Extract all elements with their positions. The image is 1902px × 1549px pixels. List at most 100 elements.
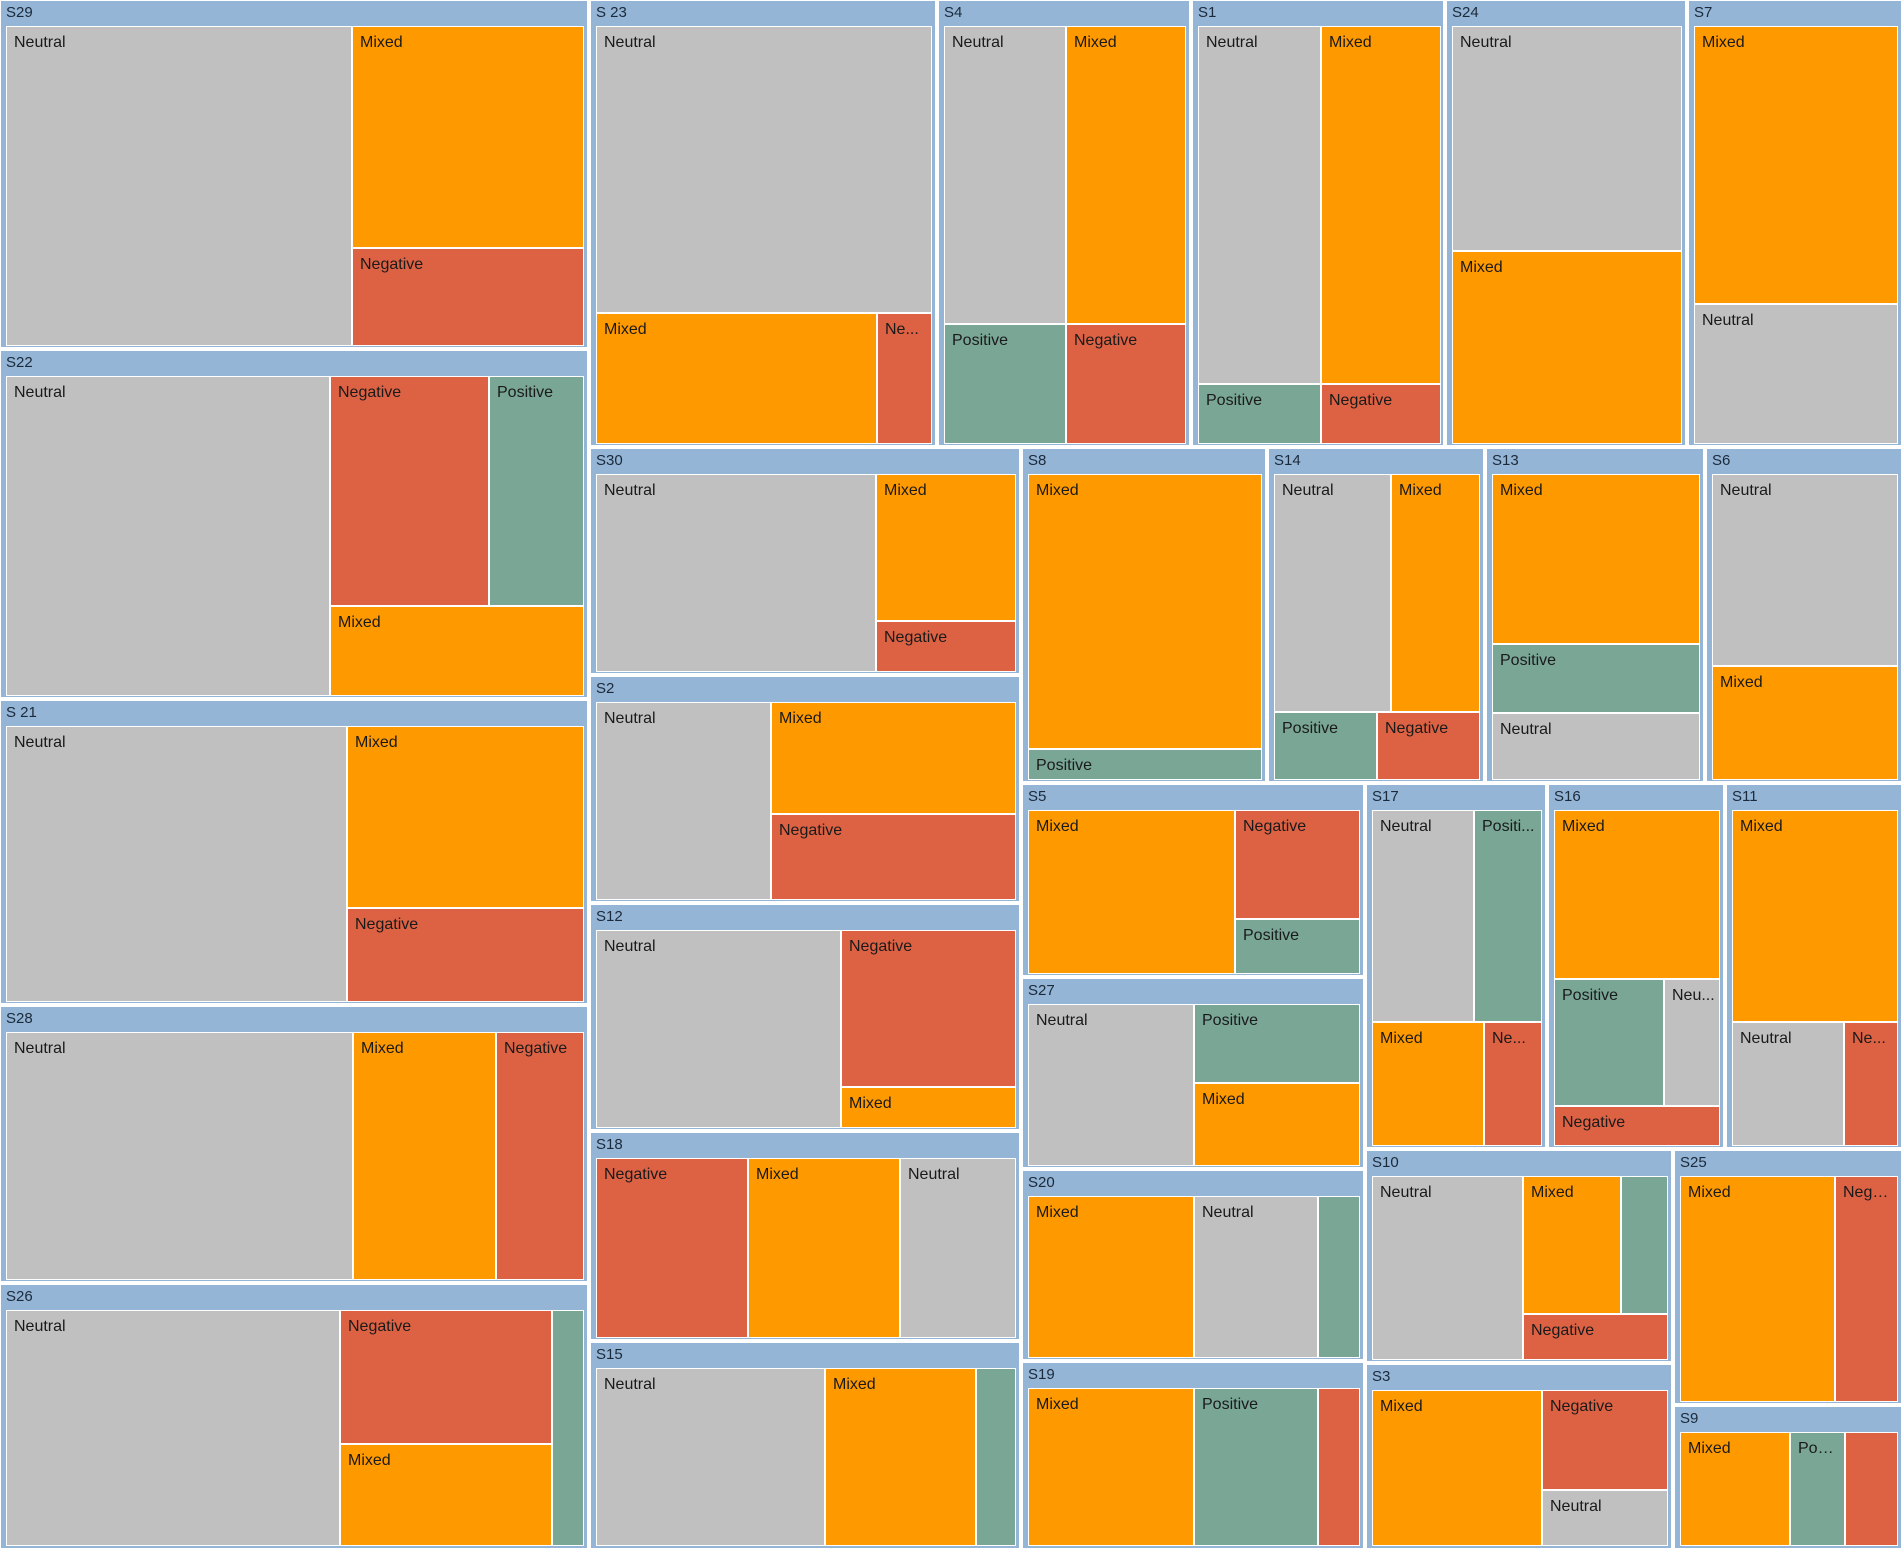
treemap-cell-mixed[interactable]: Mixed (353, 1032, 496, 1280)
treemap-cell-positive[interactable]: Positive (944, 324, 1066, 444)
treemap-cell-mixed[interactable]: Mixed (1732, 810, 1898, 1022)
treemap-cell-neutral[interactable]: Neutral (596, 702, 771, 900)
treemap-cell-negative[interactable]: Negative (347, 908, 584, 1002)
cell-label: Mixed (1074, 34, 1117, 51)
treemap-cell-neutral[interactable]: Neutral (1372, 810, 1474, 1022)
treemap-cell-negative[interactable]: Negative (1523, 1314, 1668, 1360)
treemap-cell-mixed[interactable]: Mixed (1680, 1176, 1835, 1402)
treemap-cell-positive[interactable] (1621, 1176, 1668, 1314)
treemap-cell-neutral[interactable]: Neutral (900, 1158, 1016, 1338)
treemap-cell-negative[interactable]: Negative (340, 1310, 552, 1444)
treemap-cell-negative[interactable]: Nega... (1835, 1176, 1898, 1402)
treemap-cell-mixed[interactable]: Mixed (1194, 1083, 1360, 1166)
treemap-cell-neutral[interactable]: Neutral (6, 376, 330, 696)
treemap-cell-mixed[interactable]: Mixed (1523, 1176, 1621, 1314)
treemap-cell-neutral[interactable]: Neutral (6, 726, 347, 1002)
treemap-cell-neutral[interactable]: Neu... (1664, 979, 1720, 1106)
treemap-cell-neutral[interactable]: Neutral (6, 26, 352, 346)
treemap-cell-mixed[interactable]: Mixed (1694, 26, 1898, 304)
treemap-cell-neutral[interactable]: Neutral (1028, 1004, 1194, 1166)
treemap-cell-mixed[interactable]: Mixed (347, 726, 584, 908)
treemap-cell-negative[interactable]: Ne... (1484, 1022, 1542, 1146)
treemap-cell-positive[interactable]: Positive (489, 376, 584, 606)
treemap-cell-positive[interactable]: Positi... (1474, 810, 1542, 1022)
treemap-cell-mixed[interactable]: Mixed (596, 313, 877, 444)
treemap-cell-neutral[interactable]: Neutral (1542, 1490, 1668, 1546)
treemap-cell-mixed[interactable]: Mixed (1452, 251, 1682, 444)
treemap-cell-negative[interactable]: Negative (841, 930, 1016, 1087)
treemap-cell-negative[interactable]: Negative (1542, 1390, 1668, 1490)
treemap-cell-negative[interactable]: Negative (1235, 810, 1360, 919)
treemap-cell-neutral[interactable]: Neutral (1198, 26, 1321, 384)
group-label: S30 (596, 452, 623, 469)
treemap-cell-mixed[interactable]: Mixed (1321, 26, 1441, 384)
treemap-cell-mixed[interactable]: Mixed (1066, 26, 1186, 324)
treemap-cell-neutral[interactable]: Neutral (596, 930, 841, 1128)
treemap-cell-positive[interactable] (1318, 1196, 1360, 1358)
treemap-cell-mixed[interactable]: Mixed (1028, 474, 1262, 749)
treemap-cell-positive[interactable]: Positive (1194, 1004, 1360, 1083)
treemap-cell-mixed[interactable]: Mixed (1554, 810, 1720, 979)
treemap-cell-neutral[interactable]: Neutral (944, 26, 1066, 324)
treemap-cell-negative[interactable]: Negative (1066, 324, 1186, 444)
treemap-cell-negative[interactable] (1845, 1432, 1898, 1546)
treemap-cell-mixed[interactable]: Mixed (1028, 1196, 1194, 1358)
treemap-cell-negative[interactable]: Negative (1321, 384, 1441, 444)
treemap-cell-mixed[interactable]: Mixed (825, 1368, 976, 1546)
treemap-cell-neutral[interactable]: Neutral (6, 1310, 340, 1546)
treemap-cell-negative[interactable]: Negative (771, 814, 1016, 900)
treemap-cell-positive[interactable] (976, 1368, 1016, 1546)
treemap-cell-neutral[interactable]: Neutral (1694, 304, 1898, 444)
treemap-cell-mixed[interactable]: Mixed (876, 474, 1016, 621)
treemap-cell-positive[interactable]: Positive (1194, 1388, 1318, 1546)
treemap-cell-mixed[interactable]: Mixed (330, 606, 584, 696)
treemap-cell-neutral[interactable]: Neutral (1452, 26, 1682, 251)
treemap-cell-positive[interactable]: Positive (1274, 712, 1377, 780)
treemap-cell-positive[interactable]: Posi... (1790, 1432, 1845, 1546)
treemap-cell-mixed[interactable]: Mixed (1492, 474, 1700, 644)
treemap-cell-negative[interactable]: Ne... (1844, 1022, 1898, 1146)
treemap-cell-positive[interactable]: Positive (1198, 384, 1321, 444)
treemap-cell-neutral[interactable]: Neutral (1274, 474, 1391, 712)
treemap-cell-mixed[interactable]: Mixed (1372, 1022, 1484, 1146)
cell-label: Neutral (1282, 482, 1334, 499)
treemap-cell-neutral[interactable]: Neutral (1712, 474, 1898, 666)
treemap-cell-neutral[interactable]: Neutral (1732, 1022, 1844, 1146)
treemap-cell-positive[interactable]: Positive (1492, 644, 1700, 713)
treemap-cell-mixed[interactable]: Mixed (748, 1158, 900, 1338)
treemap-cell-neutral[interactable]: Neutral (596, 474, 876, 672)
treemap-cell-neutral[interactable]: Neutral (1492, 713, 1700, 780)
treemap-cell-mixed[interactable]: Mixed (1712, 666, 1898, 780)
cell-label: Neutral (14, 384, 66, 401)
treemap-cell-mixed[interactable]: Mixed (352, 26, 584, 248)
treemap-cell-mixed[interactable]: Mixed (1028, 1388, 1194, 1546)
treemap-cell-mixed[interactable]: Mixed (1028, 810, 1235, 974)
treemap-cell-negative[interactable]: Negative (330, 376, 489, 606)
treemap-cell-negative[interactable]: Negative (496, 1032, 584, 1280)
treemap-cell-mixed[interactable]: Mixed (1680, 1432, 1790, 1546)
treemap-cell-mixed[interactable]: Mixed (771, 702, 1016, 814)
treemap-cell-neutral[interactable]: Neutral (6, 1032, 353, 1280)
treemap-cell-negative[interactable]: Negative (352, 248, 584, 346)
treemap-cell-neutral[interactable]: Neutral (596, 1368, 825, 1546)
treemap-cell-negative[interactable]: Negative (1377, 712, 1480, 780)
treemap-cell-mixed[interactable]: Mixed (340, 1444, 552, 1546)
treemap-cell-neutral[interactable]: Neutral (596, 26, 932, 313)
treemap-cell-mixed[interactable]: Mixed (841, 1087, 1016, 1128)
treemap-cell-negative[interactable]: Negative (876, 621, 1016, 672)
treemap-cell-negative[interactable]: Negative (596, 1158, 748, 1338)
treemap-cell-neutral[interactable]: Neutral (1372, 1176, 1523, 1360)
treemap-cell-mixed[interactable]: Mixed (1391, 474, 1480, 712)
treemap-cell-neutral[interactable]: Neutral (1194, 1196, 1318, 1358)
treemap-group-s14: S14 Neutral Mixed Positive Negative (1268, 448, 1484, 782)
treemap-cell-positive[interactable]: Positive (1235, 919, 1360, 974)
treemap-cell-positive[interactable]: Positive (1028, 749, 1262, 780)
cell-label: Neutral (1036, 1012, 1088, 1029)
treemap-cell-positive[interactable]: Positive (1554, 979, 1664, 1106)
treemap-cell-negative[interactable] (1318, 1388, 1360, 1546)
treemap-cell-positive[interactable] (552, 1310, 584, 1546)
treemap-cell-negative[interactable]: Negative (1554, 1106, 1720, 1146)
treemap-cell-mixed[interactable]: Mixed (1372, 1390, 1542, 1546)
cell-label: Negative (355, 916, 419, 933)
treemap-cell-negative[interactable]: Ne... (877, 313, 932, 444)
